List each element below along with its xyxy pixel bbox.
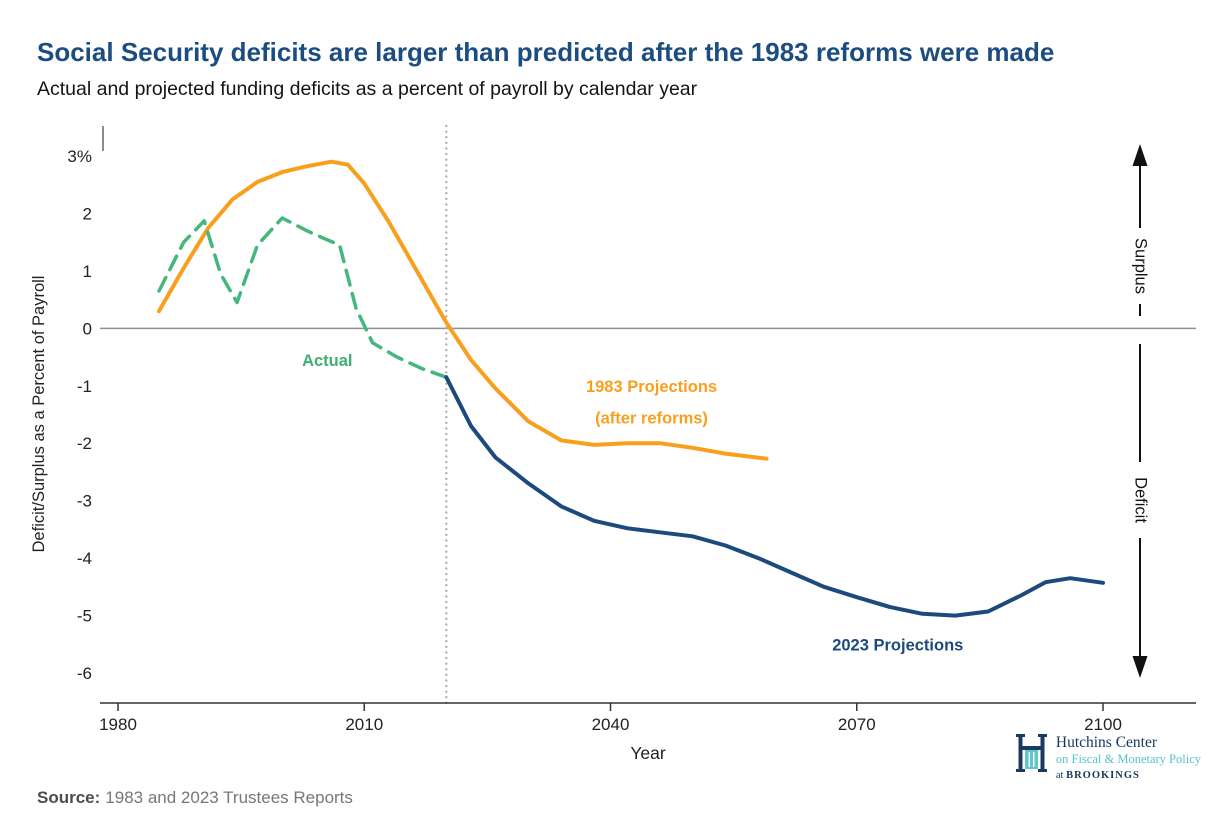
source-text: 1983 and 2023 Trustees Reports xyxy=(105,788,353,807)
series-projections-1983 xyxy=(157,159,769,461)
surplus-arrow-head xyxy=(1132,144,1148,166)
logo-at-brookings: at BROOKINGS xyxy=(1055,769,1140,781)
y-tick-label: 0 xyxy=(83,319,92,338)
y-tick-label: -5 xyxy=(77,607,92,626)
y-tick-label: -2 xyxy=(77,434,92,453)
y-tick-label: -4 xyxy=(77,549,92,568)
y-tick-label: 2 xyxy=(83,204,92,223)
surplus-label: Surplus xyxy=(1132,238,1150,294)
y-tick-label: 1 xyxy=(83,262,92,281)
source-note: Source: 1983 and 2023 Trustees Reports xyxy=(37,788,353,808)
y-tick-label: 3% xyxy=(67,147,92,166)
hutchins-logo-text: Hutchins Center on Fiscal & Monetary Pol… xyxy=(1056,733,1201,782)
y-tick-label: -3 xyxy=(77,492,92,511)
x-tick-label: 2040 xyxy=(592,715,630,734)
x-axis-title: Year xyxy=(630,743,666,763)
deficit-arrow-head xyxy=(1132,656,1148,678)
series-actual xyxy=(157,216,449,379)
series-projections-2023 xyxy=(444,375,1105,618)
hutchins-h-icon xyxy=(1015,733,1047,772)
y-tick-label: -1 xyxy=(77,377,92,396)
annotation-proj1983-label-line2: (after reforms) xyxy=(595,409,708,427)
deficit-label: Deficit xyxy=(1132,477,1150,523)
y-tick-label: -6 xyxy=(77,664,92,683)
y-axis-title: Deficit/Surplus as a Percent of Payroll xyxy=(30,276,48,553)
logo-fiscal-monetary: on Fiscal & Monetary Policy xyxy=(1055,752,1201,767)
annotation-proj1983-label-line1: 1983 Projections xyxy=(586,378,717,396)
x-tick-label: 2010 xyxy=(345,715,383,734)
x-tick-label: 2100 xyxy=(1084,715,1122,734)
annotation-actual-label: Actual xyxy=(302,352,352,370)
chart-title: Social Security deficits are larger than… xyxy=(37,37,1055,67)
deficit-line-chart: 1980 2010 2040 2070 2100 3% 2 1 0 -1 -2 -3 -4 -5 -6 Yea… xyxy=(30,124,1196,763)
hutchins-logo: Hutchins Center on Fiscal & Monetary Pol… xyxy=(1015,733,1201,782)
logo-hutchins-center: Hutchins Center xyxy=(1055,733,1158,751)
chart-header: Social Security deficits are larger than… xyxy=(0,0,1231,101)
source-label: Source: xyxy=(37,788,101,807)
chart-subtitle: Actual and projected funding deficits as… xyxy=(37,77,698,100)
x-tick-label: 1980 xyxy=(99,715,137,734)
x-tick-label: 2070 xyxy=(838,715,876,734)
annotation-proj2023-label: 2023 Projections xyxy=(832,636,963,654)
